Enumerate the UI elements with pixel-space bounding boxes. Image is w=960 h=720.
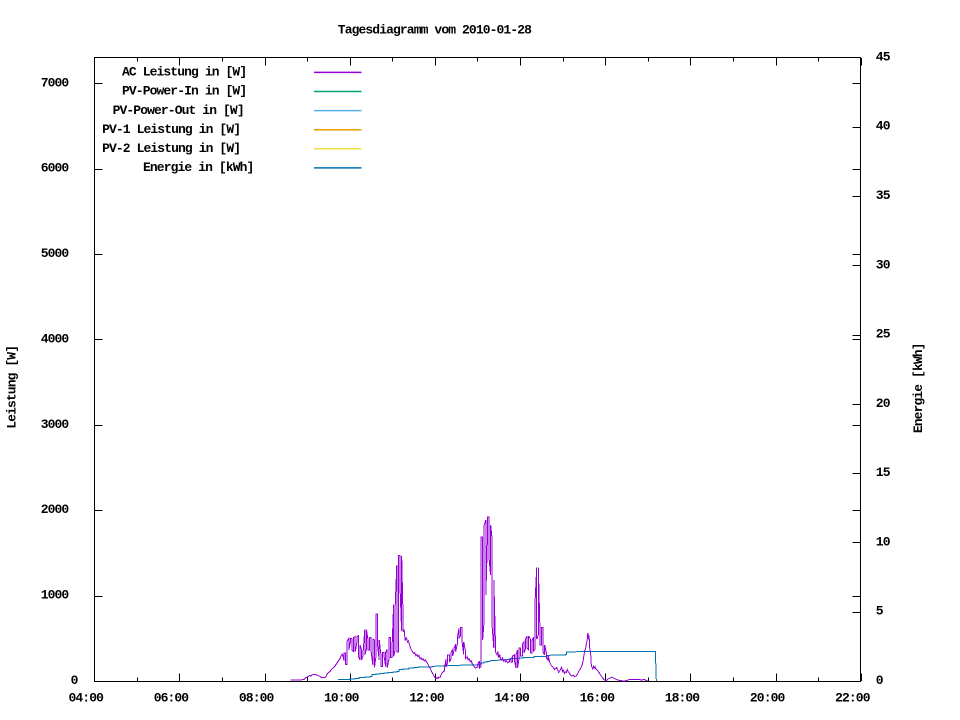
svg-text:0: 0 [876, 673, 884, 688]
svg-text:04:00: 04:00 [69, 691, 105, 706]
svg-text:08:00: 08:00 [239, 691, 275, 706]
svg-text:5000: 5000 [41, 246, 70, 261]
svg-text:14:00: 14:00 [494, 691, 530, 706]
svg-text:Leistung [W]: Leistung [W] [5, 346, 20, 429]
svg-text:18:00: 18:00 [665, 691, 701, 706]
svg-text:06:00: 06:00 [154, 691, 190, 706]
svg-text:Energie [kWh]: Energie [kWh] [911, 343, 926, 433]
svg-text:20:00: 20:00 [750, 691, 786, 706]
svg-text:PV-Power-Out in [W]: PV-Power-Out in [W] [113, 103, 244, 118]
svg-text:2000: 2000 [41, 502, 70, 517]
svg-text:35: 35 [876, 188, 891, 203]
svg-text:20: 20 [876, 396, 891, 411]
svg-text:6000: 6000 [41, 161, 70, 176]
svg-text:1000: 1000 [41, 588, 70, 603]
svg-text:AC Leistung in [W]: AC Leistung in [W] [122, 65, 246, 80]
svg-text:Energie in [kWh]: Energie in [kWh] [143, 160, 253, 175]
svg-text:40: 40 [876, 119, 891, 134]
svg-text:Tagesdiagramm vom 2010-01-28: Tagesdiagramm vom 2010-01-28 [338, 22, 532, 37]
svg-text:4000: 4000 [41, 332, 70, 347]
svg-text:0: 0 [71, 673, 79, 688]
svg-text:16:00: 16:00 [580, 691, 616, 706]
svg-text:30: 30 [876, 257, 891, 272]
svg-text:15: 15 [876, 465, 891, 480]
svg-text:3000: 3000 [41, 417, 70, 432]
svg-text:10:00: 10:00 [324, 691, 360, 706]
svg-text:7000: 7000 [41, 75, 70, 90]
svg-text:12:00: 12:00 [409, 691, 445, 706]
svg-text:PV-Power-In in [W]: PV-Power-In in [W] [122, 84, 246, 99]
svg-text:PV-1 Leistung in [W]: PV-1 Leistung in [W] [102, 122, 240, 137]
svg-text:PV-2 Leistung in [W]: PV-2 Leistung in [W] [102, 141, 240, 156]
svg-text:25: 25 [876, 327, 891, 342]
svg-text:5: 5 [876, 604, 884, 619]
svg-text:22:00: 22:00 [835, 691, 871, 706]
svg-text:45: 45 [876, 49, 891, 64]
svg-text:10: 10 [876, 534, 891, 549]
